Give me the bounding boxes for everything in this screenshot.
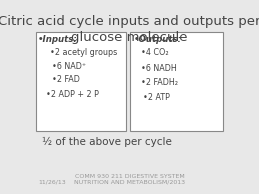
Text: •2 ADP + 2 P: •2 ADP + 2 P (46, 90, 99, 99)
Text: ½ of the above per cycle: ½ of the above per cycle (42, 137, 172, 147)
Text: •2 acetyl groups: •2 acetyl groups (50, 48, 117, 57)
Text: •4 CO₂: •4 CO₂ (141, 48, 169, 57)
Text: •6 NADH: •6 NADH (141, 64, 177, 73)
Text: COMM 930 211 DIGESTIVE SYSTEM
NUTRITION AND METABOLISM/2013: COMM 930 211 DIGESTIVE SYSTEM NUTRITION … (74, 174, 185, 185)
Text: •6 NAD⁺: •6 NAD⁺ (52, 62, 86, 71)
Text: •2 FADH₂: •2 FADH₂ (141, 78, 178, 87)
Text: •Inputs:: •Inputs: (38, 35, 78, 44)
Text: •2 ATP: •2 ATP (143, 93, 170, 102)
Text: Citric acid cycle inputs and outputs per
glucose molecule: Citric acid cycle inputs and outputs per… (0, 15, 259, 44)
FancyBboxPatch shape (36, 32, 126, 131)
Text: •Outputs:: •Outputs: (133, 35, 182, 44)
Text: •2 FAD: •2 FAD (52, 75, 80, 84)
FancyBboxPatch shape (130, 32, 223, 131)
Text: 11/26/13: 11/26/13 (38, 180, 66, 185)
